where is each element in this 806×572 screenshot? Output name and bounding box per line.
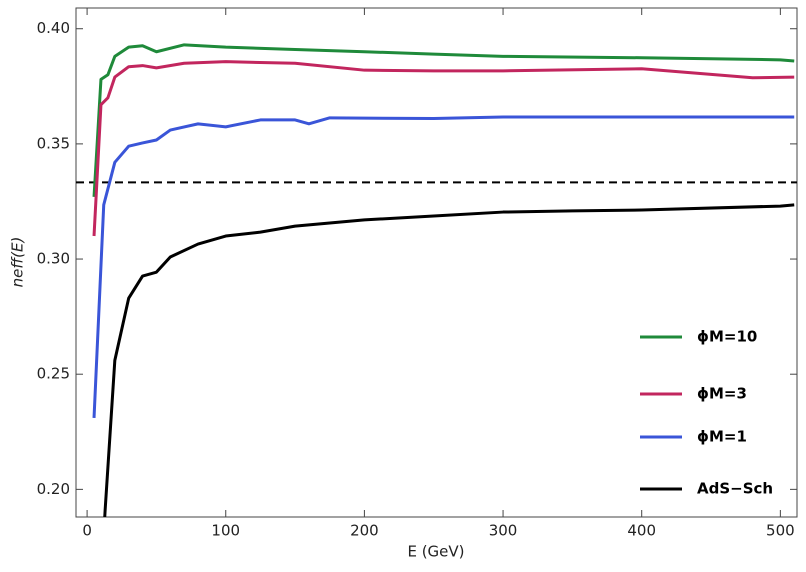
x-tick-label: 0 <box>82 522 92 540</box>
x-axis-label: E (GeV) <box>407 543 464 561</box>
x-tick-label: 100 <box>211 522 240 540</box>
series-line <box>92 60 795 237</box>
y-tick-label: 0.40 <box>37 19 70 37</box>
plot-area <box>76 43 797 517</box>
legend-label: AdS−Sch <box>697 480 773 498</box>
y-tick-label: 0.20 <box>37 480 70 498</box>
plot-frame <box>75 7 798 518</box>
y-tick-label: 0.30 <box>37 250 70 268</box>
y-axis-label: neff(E) <box>9 237 27 288</box>
y-tick-label: 0.25 <box>37 365 70 383</box>
x-tick-label: 500 <box>766 522 795 540</box>
legend-label: ϕM=1 <box>697 428 747 446</box>
x-tick-label: 400 <box>627 522 656 540</box>
series-line <box>92 43 795 197</box>
x-tick-label: 200 <box>350 522 379 540</box>
legend-label: ϕM=3 <box>697 385 747 403</box>
series-line <box>92 115 795 419</box>
x-tick-label: 300 <box>489 522 518 540</box>
series-line <box>103 203 795 517</box>
legend-label: ϕM=10 <box>697 328 757 346</box>
y-tick-label: 0.35 <box>37 134 70 152</box>
